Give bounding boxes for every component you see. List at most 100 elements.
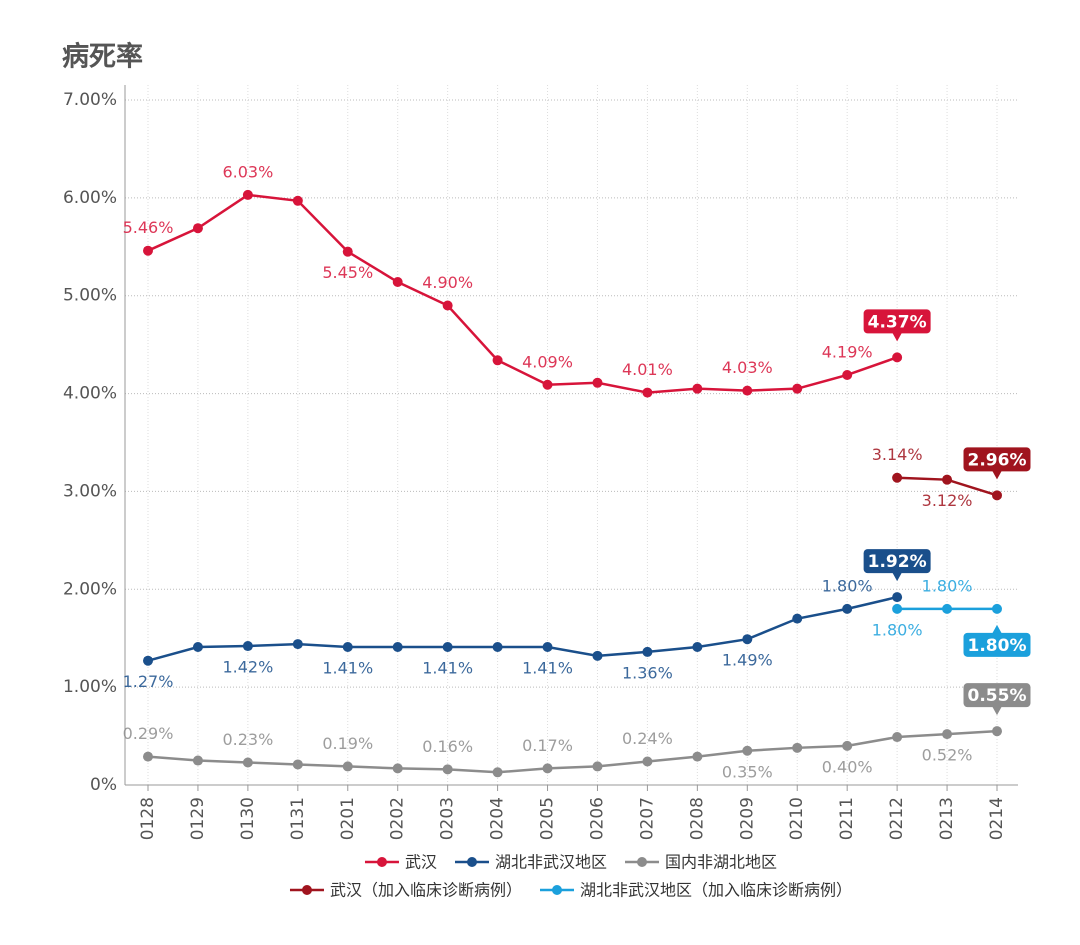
label-pointer	[892, 572, 903, 582]
data-point	[692, 642, 703, 653]
value-label: 3.14%	[872, 445, 923, 464]
data-point	[742, 745, 753, 756]
x-tick-label: 0203	[438, 797, 458, 840]
data-point	[792, 742, 803, 753]
data-point	[492, 642, 503, 653]
x-tick-label: 0213	[937, 797, 957, 840]
data-point	[742, 634, 753, 645]
value-label: 0.16%	[422, 737, 473, 756]
value-label: 0.29%	[123, 724, 174, 743]
legend-item: 武汉	[364, 853, 437, 872]
x-tick-label: 0206	[587, 797, 607, 840]
chart-title: 病死率	[62, 41, 143, 73]
series-line	[147, 193, 898, 394]
x-tick-label: 0128	[138, 797, 158, 840]
value-label: 2.96%	[968, 450, 1027, 470]
y-tick-label: 3.00%	[63, 481, 117, 501]
data-point	[692, 383, 703, 394]
value-label: 0.40%	[822, 757, 873, 776]
data-point	[442, 764, 453, 775]
value-label: 1.49%	[722, 651, 773, 670]
data-point	[242, 641, 253, 652]
value-label: 1.80%	[968, 636, 1027, 656]
data-point	[292, 759, 303, 770]
x-tick-label: 0209	[737, 797, 757, 840]
value-label: 4.01%	[622, 360, 673, 379]
label-box	[963, 447, 1031, 472]
value-label: 1.80%	[822, 576, 873, 595]
legend-label: 湖北非武汉地区	[495, 853, 607, 872]
legend-label: 湖北非武汉地区（加入临床诊断病例）	[580, 881, 852, 900]
data-point	[542, 642, 553, 653]
value-label: 4.03%	[722, 358, 773, 377]
data-point	[942, 474, 953, 485]
series-line	[147, 595, 898, 662]
data-point	[942, 603, 953, 614]
data-point	[292, 639, 303, 650]
y-tick-label: 2.00%	[63, 579, 117, 599]
value-label: 1.80%	[922, 576, 973, 595]
data-point	[492, 767, 503, 778]
data-point	[292, 195, 303, 206]
legend-item: 国内非湖北地区	[625, 853, 777, 872]
legend-label: 武汉（加入临床诊断病例）	[330, 881, 522, 900]
data-point	[592, 377, 603, 388]
label-box	[963, 632, 1031, 657]
legend-item: 湖北非武汉地区（加入临床诊断病例）	[540, 881, 852, 900]
data-point	[492, 355, 503, 366]
boxed-label: 2.96%	[963, 447, 1031, 480]
value-label: 4.19%	[822, 342, 873, 361]
data-point	[892, 352, 903, 363]
x-tick-label: 0207	[637, 797, 657, 840]
boxed-label: 4.37%	[863, 309, 931, 342]
data-point	[442, 300, 453, 311]
data-point	[742, 385, 753, 396]
data-point	[692, 751, 703, 762]
data-point	[842, 369, 853, 380]
data-point	[642, 387, 653, 398]
data-point	[592, 650, 603, 661]
label-box	[863, 309, 931, 334]
data-point	[342, 761, 353, 772]
boxed-label: 1.92%	[863, 549, 931, 582]
label-box	[863, 549, 931, 574]
value-label: 1.27%	[123, 672, 174, 691]
value-label: 0.17%	[522, 736, 573, 755]
value-label: 4.37%	[868, 312, 927, 332]
data-point	[892, 603, 903, 614]
data-point	[992, 603, 1002, 614]
label-pointer	[992, 624, 1002, 634]
data-point	[143, 751, 153, 762]
data-point	[792, 613, 803, 624]
y-tick-label: 6.00%	[63, 188, 117, 208]
value-label: 1.36%	[622, 663, 673, 682]
data-point	[892, 592, 903, 603]
label-pointer	[892, 332, 903, 342]
x-tick-label: 0204	[488, 797, 508, 840]
boxed-label: 0.55%	[963, 683, 1031, 716]
value-label: 5.46%	[123, 218, 174, 237]
value-label: 1.41%	[322, 659, 373, 678]
data-point	[942, 729, 953, 740]
value-label: 1.41%	[522, 659, 573, 678]
value-label: 0.23%	[222, 730, 273, 749]
value-label: 0.35%	[722, 762, 773, 781]
boxed-label: 1.80%	[963, 624, 1031, 657]
label-box	[963, 683, 1031, 708]
y-tick-label: 7.00%	[63, 90, 117, 110]
x-tick-label: 0208	[687, 797, 707, 840]
data-point	[392, 642, 403, 653]
data-point	[342, 246, 353, 257]
data-point	[192, 755, 203, 766]
legend-label: 国内非湖北地区	[665, 853, 777, 872]
data-point	[842, 603, 853, 614]
value-label: 4.90%	[422, 273, 473, 292]
legend-dot	[637, 857, 648, 867]
legend-dot	[301, 885, 312, 895]
legend-item: 武汉（加入临床诊断病例）	[289, 881, 522, 900]
data-point	[442, 642, 453, 653]
data-point	[192, 642, 203, 653]
x-tick-label: 0130	[238, 797, 258, 840]
data-point	[642, 646, 653, 657]
